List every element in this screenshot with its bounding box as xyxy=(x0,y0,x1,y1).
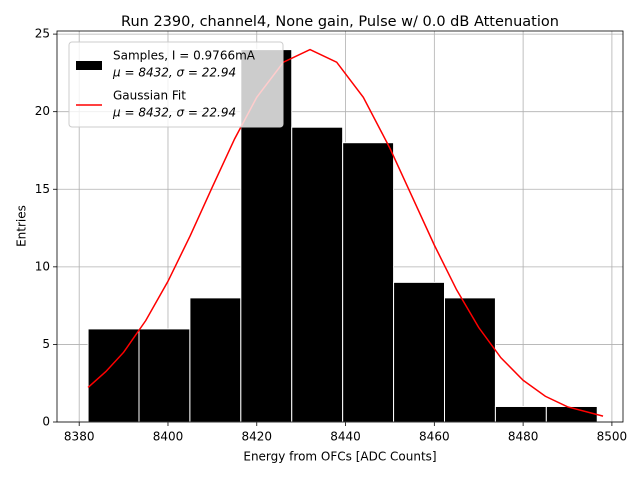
histogram-bar xyxy=(494,405,547,423)
y-tick-label: 5 xyxy=(42,337,50,351)
x-tick-label: 8480 xyxy=(508,430,539,444)
y-tick-label: 15 xyxy=(35,182,50,196)
legend-swatch xyxy=(76,61,102,70)
histogram-bar xyxy=(342,142,395,423)
histogram-bar xyxy=(393,281,445,423)
x-tick-label: 8460 xyxy=(419,430,450,444)
x-tick-label: 8440 xyxy=(330,430,361,444)
x-tick-label: 8400 xyxy=(153,430,184,444)
y-tick-label: 0 xyxy=(42,415,50,429)
y-axis-label: Entries xyxy=(15,205,29,247)
y-tick-label: 10 xyxy=(35,259,50,273)
histogram-bar xyxy=(291,126,344,423)
chart-title: Run 2390, channel4, None gain, Pulse w/ … xyxy=(121,14,559,30)
histogram-bar xyxy=(545,405,598,423)
x-tick-label: 8420 xyxy=(241,430,272,444)
y-tick-label: 25 xyxy=(35,27,50,41)
axes-frame xyxy=(56,30,624,423)
histogram-bar xyxy=(189,297,242,423)
histogram-bar xyxy=(443,297,496,423)
x-tick-label: 8380 xyxy=(64,430,95,444)
legend: Samples, I = 0.9766mA μ = 8432, σ = 22.94… xyxy=(68,41,284,128)
histogram-bar xyxy=(87,328,140,423)
x-axis-label: Energy from OFCs [ADC Counts] xyxy=(243,450,436,464)
legend-box xyxy=(68,41,284,128)
histogram-bar xyxy=(138,328,191,423)
fit-line xyxy=(87,48,604,417)
x-tick-label: 8500 xyxy=(597,430,628,444)
legend-label: Samples, I = 0.9766mA xyxy=(113,49,256,63)
y-tick-label: 20 xyxy=(35,104,50,118)
legend-detail: μ = 8432, σ = 22.94 xyxy=(112,106,236,120)
legend-detail: μ = 8432, σ = 22.94 xyxy=(112,66,236,80)
legend-label: Gaussian Fit xyxy=(113,89,186,103)
